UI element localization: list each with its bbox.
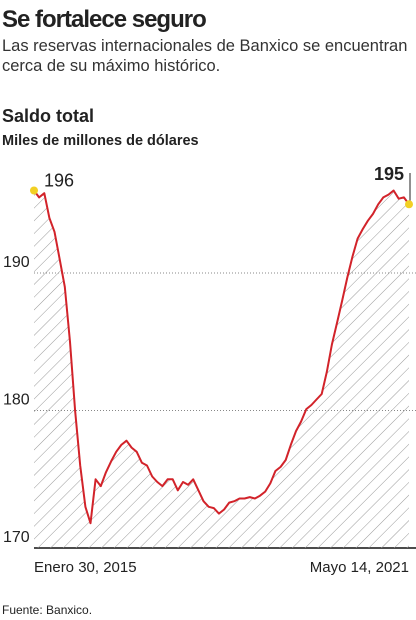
end-dot <box>30 186 38 195</box>
source: Fuente: Banxico. <box>2 603 92 617</box>
y-tick-label: 170 <box>3 529 30 546</box>
line <box>33 189 410 525</box>
y-tick-label: 190 <box>3 254 30 271</box>
subtitle-box: Las reservas internacionales de Banxico … <box>2 37 408 75</box>
data-label: 196 <box>44 171 74 191</box>
data-label: 195 <box>374 164 404 184</box>
end-dot <box>405 200 413 209</box>
page-title: Se fortalece seguro <box>2 6 206 33</box>
x-tick-label: Enero 30, 2015 <box>34 559 137 576</box>
chart-title: Saldo total <box>2 106 94 126</box>
area <box>34 190 409 548</box>
y-tick-label: 180 <box>3 392 30 409</box>
chart-subtitle: Miles de millones de dólares <box>2 133 199 149</box>
x-tick-label: Mayo 14, 2021 <box>310 559 409 576</box>
page-subtitle: Las reservas internacionales de Banxico … <box>2 37 408 75</box>
